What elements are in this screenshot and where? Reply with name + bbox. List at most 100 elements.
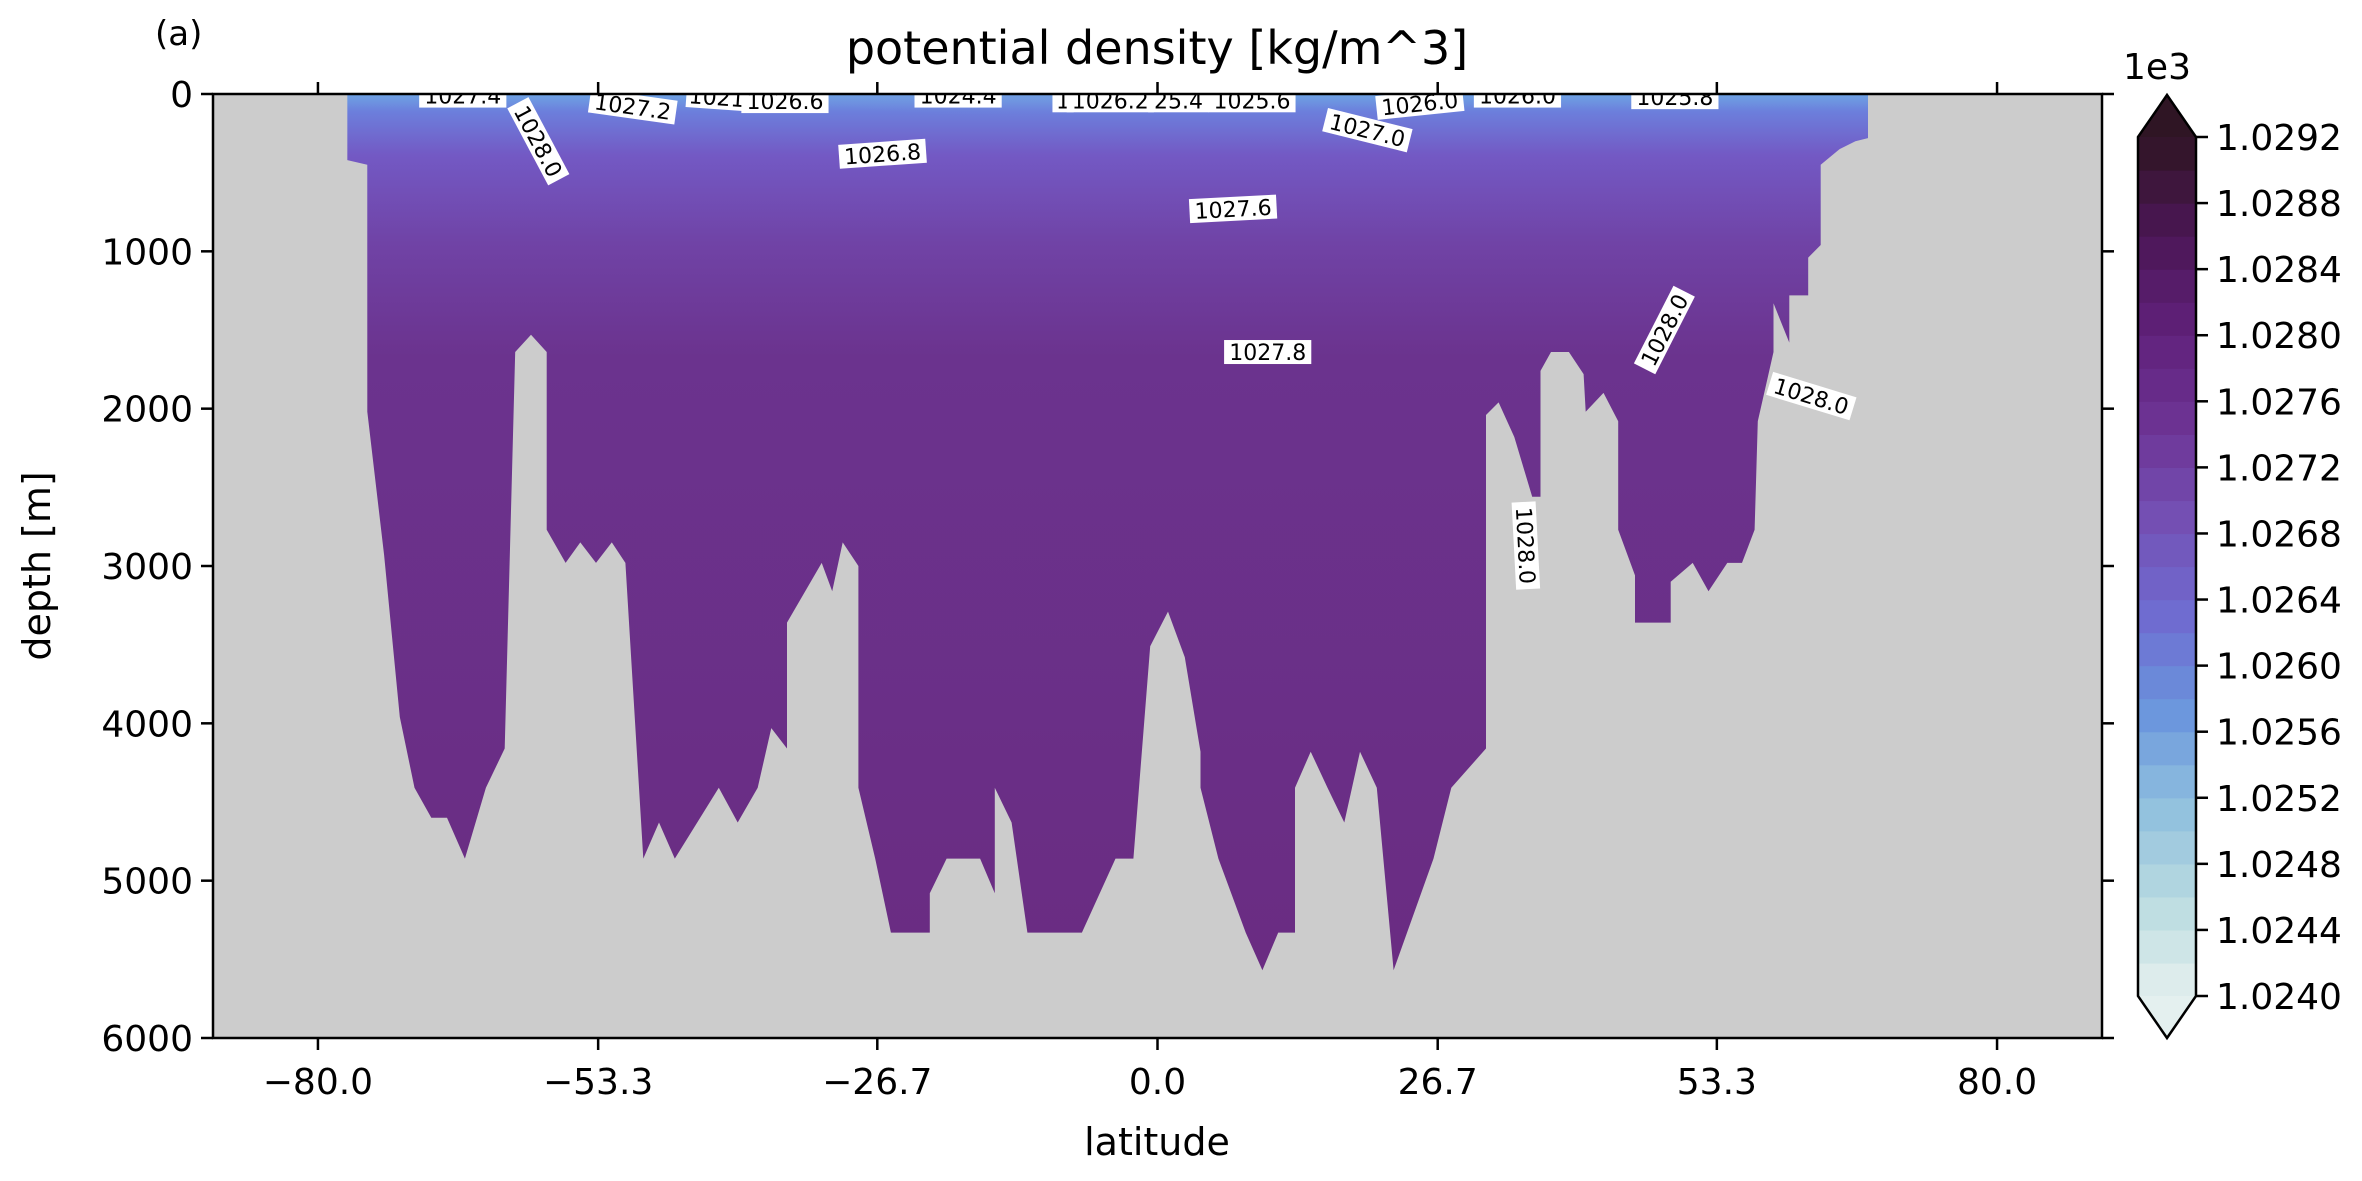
contour-label-text: 1028.0 [1510, 507, 1539, 585]
surface-light-water [622, 94, 1420, 205]
contour-label-background [587, 94, 678, 125]
x-axis-label: latitude [1084, 1120, 1230, 1164]
contour-label: 25.4 [1148, 89, 1209, 114]
colorbar-tick-label: 1.0280 [2216, 316, 2342, 357]
contour-label-text: 1026.0 [1479, 85, 1556, 110]
contour-label-text: 25.4 [1154, 89, 1203, 114]
contour-label-background [1473, 94, 1562, 108]
colorbar-tick-label: 1.0260 [2216, 647, 2342, 688]
colorbar-level [2138, 302, 2196, 336]
y-tick-label: 4000 [101, 704, 193, 745]
colorbar-level [2138, 599, 2196, 634]
colorbar-level [2138, 764, 2196, 799]
colorbar-tick-label: 1.0276 [2216, 382, 2342, 423]
x-tick-label: 53.3 [1677, 1062, 1757, 1103]
contour-label-background [1631, 94, 1719, 110]
colorbar: 1.0240 1.0244 1.0248 1.0252 1.0256 1.0260 1.02… [2136, 92, 2342, 1041]
y-tick-label: 6000 [101, 1019, 193, 1060]
contour-label: 1027.8 [1224, 340, 1312, 366]
colorbar-extend-low [2138, 996, 2196, 1038]
contour-label-text: 1024.4 [920, 85, 997, 110]
x-tick-label: −26.7 [822, 1062, 932, 1103]
contour-label: 1026.8 [838, 138, 927, 170]
colorbar-level [2138, 500, 2196, 535]
contour-label-text: 1027.8 [1229, 341, 1306, 366]
colorbar-tick-label: 1.0244 [2216, 911, 2342, 952]
contour-label-text: 1025.8 [1636, 86, 1713, 111]
colorbar-level [2138, 929, 2196, 964]
contour-label: 1021 [685, 84, 748, 113]
contour-label-background [419, 94, 507, 108]
contour-label: 1027.2 [587, 94, 678, 126]
colorbar-level [2138, 731, 2196, 766]
contour-label-text: 1026.2 [1072, 89, 1149, 114]
colorbar-level [2138, 401, 2196, 435]
colorbar-tick-label: 1.0264 [2216, 581, 2342, 622]
contour-label: 1025.8 [1631, 86, 1719, 111]
colorbar-level [2138, 632, 2196, 667]
contour-label-text: 1027.6 [1194, 196, 1272, 225]
colorbar-level [2138, 830, 2196, 865]
contour-label-text: 1026.8 [843, 140, 922, 170]
x-axis: −80.0 −53.3 −26.7 0.0 26.7 53.3 80.0 [263, 82, 2037, 1103]
contour-label: 1026.6 [741, 90, 829, 115]
contour-label-background [1766, 371, 1857, 421]
colorbar-level [2138, 335, 2196, 369]
x-tick-label: −80.0 [263, 1062, 373, 1103]
y-axis-label: depth [m] [15, 471, 59, 660]
x-tick-label: 80.0 [1957, 1062, 2037, 1103]
contour-label-background [1511, 501, 1541, 590]
contour-label-background [1188, 194, 1278, 224]
contour-label-background [1322, 107, 1413, 153]
colorbar-tick-label: 1.0256 [2216, 713, 2342, 754]
contour-label-background [838, 138, 927, 169]
y-tick-label: 2000 [101, 390, 193, 431]
colorbar-tick-label: 1.0248 [2216, 845, 2342, 886]
colorbar-level [2138, 566, 2196, 601]
colorbar-tick-label: 1.0292 [2216, 118, 2342, 159]
contour-label: 1026.0 [1473, 85, 1562, 110]
contour-label: 1025.6 [1208, 89, 1296, 114]
colorbar-level [2138, 368, 2196, 402]
colorbar-extend-high [2138, 95, 2196, 137]
panel-label: (a) [155, 14, 202, 54]
contour-label-background [1633, 285, 1695, 375]
colorbar-tick-label: 1.0272 [2216, 448, 2342, 489]
contour-label: 1026.2 [1066, 89, 1154, 114]
contour-label-text: 1025.6 [1213, 89, 1290, 114]
colorbar-level [2138, 269, 2196, 303]
contour-label: 1028.0 [1510, 501, 1541, 590]
colorbar-level [2138, 467, 2196, 502]
contour-label-background [507, 97, 570, 186]
contour-label-text: 1021 [688, 84, 746, 113]
contour-label: 1027.4 [419, 85, 507, 110]
contour-label-background [914, 94, 1002, 108]
colorbar-level [2138, 236, 2196, 270]
contour-label-background [1224, 340, 1312, 365]
contour-label-background [1208, 94, 1296, 113]
contour-label-background [1066, 94, 1154, 113]
colorbar-level [2138, 797, 2196, 832]
colorbar-level [2138, 434, 2196, 468]
y-tick-label: 5000 [101, 862, 193, 903]
x-tick-label: 26.7 [1398, 1062, 1478, 1103]
colorbar-tick-label: 1.0284 [2216, 250, 2342, 291]
colorbar-tick-label: 1.0252 [2216, 779, 2342, 820]
chart-title: potential density [kg/m^3] [846, 21, 1468, 75]
colorbar-level [2138, 863, 2196, 898]
contour-label-text: 1026.6 [746, 90, 823, 115]
colorbar-offset-label: 1e3 [2123, 47, 2191, 88]
y-tick-label: 0 [170, 75, 193, 116]
y-tick-label: 3000 [101, 547, 193, 588]
contour-label-text: 1027.4 [424, 85, 501, 110]
contour-label-background [741, 94, 829, 114]
contour-label: 1024.4 [914, 85, 1002, 110]
colorbar-tick-label: 1.0240 [2216, 977, 2342, 1018]
x-tick-label: −53.3 [543, 1062, 653, 1103]
contour-label-text: 1 [1056, 89, 1070, 114]
colorbar-tick-label: 1.0288 [2216, 184, 2342, 225]
colorbar-level [2138, 962, 2196, 997]
contour-label-background [685, 94, 748, 112]
contour-label: 1027.6 [1188, 194, 1278, 225]
